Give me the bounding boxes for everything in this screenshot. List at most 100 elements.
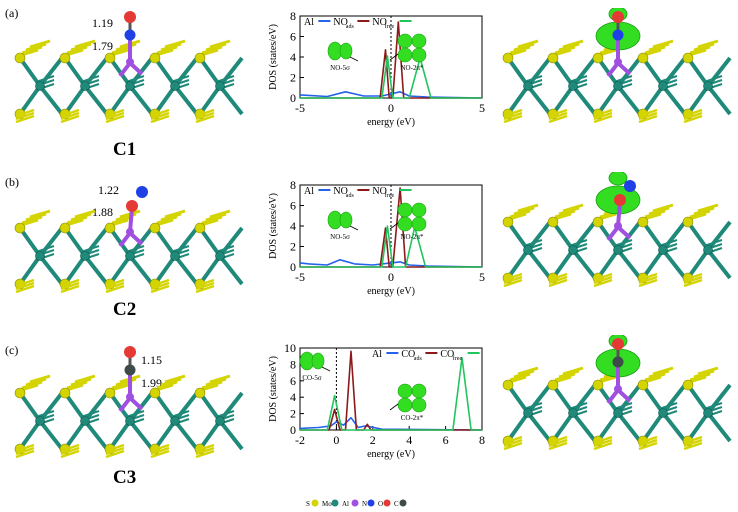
sulfur-bond (513, 42, 535, 52)
legend-label: CO (401, 349, 415, 360)
orbital-lobe (608, 172, 628, 186)
sulfur-bond (115, 42, 137, 52)
sulfur-bond (644, 209, 666, 219)
sulfur-bond (554, 209, 576, 219)
mo-atom (170, 81, 180, 91)
mo-bond (613, 402, 633, 410)
sulfur-bond (209, 209, 231, 219)
sulfur-bond (593, 114, 613, 124)
mo-atom (125, 251, 135, 261)
sulfur-bond (60, 449, 80, 459)
y-tick-label: 2 (290, 407, 296, 421)
y-tick-label: 0 (290, 91, 296, 105)
sulfur-bond (29, 374, 51, 384)
sulfur-bond (195, 446, 215, 456)
sulfur-bond (593, 435, 613, 445)
sulfur-bond (558, 369, 580, 379)
oxygen-atom (614, 194, 626, 206)
y-tick-label: 4 (290, 390, 296, 404)
mo-bond (703, 75, 723, 83)
bond-length-top-c3: 1.15 (141, 353, 162, 367)
arrow (389, 53, 399, 61)
sulfur-bond (503, 275, 523, 285)
sulfur-bond (689, 45, 711, 55)
sulfur-bond (593, 111, 613, 121)
sulfur-bond (683, 111, 703, 121)
sulfur-bond (21, 380, 43, 390)
sulfur-bond (503, 114, 523, 124)
sulfur-atom (104, 222, 116, 234)
sulfur-bond (164, 39, 186, 49)
mo-s-bond (38, 84, 64, 116)
charge-density-c2 (502, 172, 732, 288)
sulfur-bond (156, 215, 178, 225)
sulfur-bond (21, 45, 43, 55)
sulfur-bond (160, 212, 182, 222)
y-tick-label: 8 (290, 9, 296, 23)
mo-bond (170, 75, 190, 83)
sigma-orbital-icon (299, 351, 325, 371)
sulfur-bond (638, 272, 658, 282)
sulfur-bond (160, 42, 182, 52)
sulfur-bond (74, 39, 96, 49)
dos-series-2 (300, 225, 482, 268)
x-tick-label: 0 (388, 101, 394, 115)
orbital-lobe (411, 397, 427, 413)
mo-s-bond (661, 84, 687, 116)
sulfur-bond (156, 45, 178, 55)
mo-s-bond (706, 220, 732, 252)
mo-bond (658, 402, 678, 410)
mo-s-bond (38, 56, 64, 88)
x-tick-label: -5 (295, 101, 305, 115)
sulfur-bond (548, 111, 568, 121)
sulfur-bond (70, 42, 92, 52)
structure-c3 (14, 346, 244, 459)
mo-s-bond (526, 84, 552, 116)
mo-s-bond (661, 248, 687, 280)
orbital-lobe (411, 383, 427, 399)
orbital-lobe (397, 397, 413, 413)
sulfur-bond (160, 377, 182, 387)
sulfur-bond (517, 203, 539, 213)
dos-series-2 (300, 55, 482, 99)
sulfur-bond (74, 209, 96, 219)
mo-atom (80, 251, 90, 261)
sulfur-atom (502, 216, 514, 228)
sulfur-bond (648, 42, 670, 52)
sulfur-atom (547, 379, 559, 391)
sulfur-bond (648, 369, 670, 379)
sulfur-bond (548, 108, 568, 118)
atom-legend-swatch (383, 499, 391, 507)
sulfur-bond (195, 278, 215, 288)
sulfur-bond (150, 278, 170, 288)
sulfur-bond (562, 39, 584, 49)
sulfur-bond (209, 374, 231, 384)
legend-sublabel: free (385, 192, 395, 199)
atom-legend-swatch (399, 499, 407, 507)
orbital-label-pi: NO-2π* (401, 233, 424, 241)
sulfur-bond (689, 209, 711, 219)
orbital-lobe (397, 33, 413, 49)
orbital-label-sigma: CO-5σ (302, 374, 322, 382)
sigma-orbital-icon (327, 41, 353, 61)
atom-legend-label: S (306, 500, 310, 508)
sulfur-bond (156, 380, 178, 390)
mo-bond (35, 410, 55, 418)
sulfur-bond (503, 272, 523, 282)
y-tick-label: 8 (290, 357, 296, 371)
sulfur-bond (111, 215, 133, 225)
sulfur-bond (60, 446, 80, 456)
mo-bond (35, 245, 55, 253)
mo-bond (125, 245, 145, 253)
sulfur-bond (558, 206, 580, 216)
sulfur-bond (201, 215, 223, 225)
mo-s-bond (526, 56, 552, 88)
molecule-atom-upper (612, 338, 624, 350)
sulfur-atom (637, 379, 649, 391)
mo-bond (568, 402, 588, 410)
sulfur-bond (115, 377, 137, 387)
x-tick-label: 5 (479, 101, 485, 115)
mo-s-bond (83, 84, 109, 116)
sulfur-bond (70, 377, 92, 387)
